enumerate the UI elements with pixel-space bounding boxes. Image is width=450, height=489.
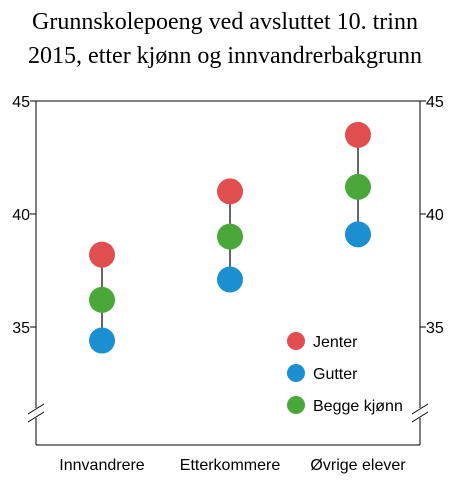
data-point [89,327,115,354]
axis-break-left [27,403,45,423]
chart-title-line-1: Grunnskolepoeng ved avsluttet 10. trinn [32,9,418,35]
x-category-label: Innvandrere [59,457,144,474]
y-tick-label-right: 35 [426,320,444,337]
chart-title-line-2: 2015, etter kjønn og innvandrerbakgrunn [28,43,422,69]
axis-break-slash [27,411,45,423]
legend-item: Jenter [287,332,358,351]
axis-break-slash [411,403,429,415]
x-axis-categories: Innvandrere Etterkommere Øvrige elever [59,457,406,474]
axis-break-right [411,403,429,423]
axis-break-slash [411,411,429,423]
y-tick-label-right: 40 [426,207,444,224]
x-category-label: Etterkommere [180,457,281,474]
y-tick-label-left: 45 [12,94,30,111]
y-tick-label-right: 45 [426,94,444,111]
legend-item: Begge kjønn [287,396,403,415]
data-point [89,241,115,268]
x-category-label: Øvrige elever [310,457,406,474]
data-point [345,173,371,200]
legend-marker [287,396,305,414]
y-axis-ticks: 35 35 40 40 45 45 [12,94,444,337]
legend-label: Begge kjønn [313,398,403,415]
data-points [89,121,371,354]
axes [27,100,429,446]
data-point [217,178,243,205]
legend-label: Jenter [313,334,358,351]
legend-marker [287,332,305,350]
data-point [217,266,243,293]
legend-label: Gutter [313,366,358,383]
data-point [217,223,243,250]
y-tick-label-left: 40 [12,207,30,224]
data-point [345,121,371,148]
chart-title: Grunnskolepoeng ved avsluttet 10. trinn … [28,9,422,69]
data-point [345,221,371,248]
data-point [89,286,115,313]
y-tick-label-left: 35 [12,320,30,337]
legend: Jenter Gutter Begge kjønn [287,332,403,415]
legend-item: Gutter [287,364,358,383]
axis-break-slash [27,403,45,415]
legend-marker [287,364,305,382]
